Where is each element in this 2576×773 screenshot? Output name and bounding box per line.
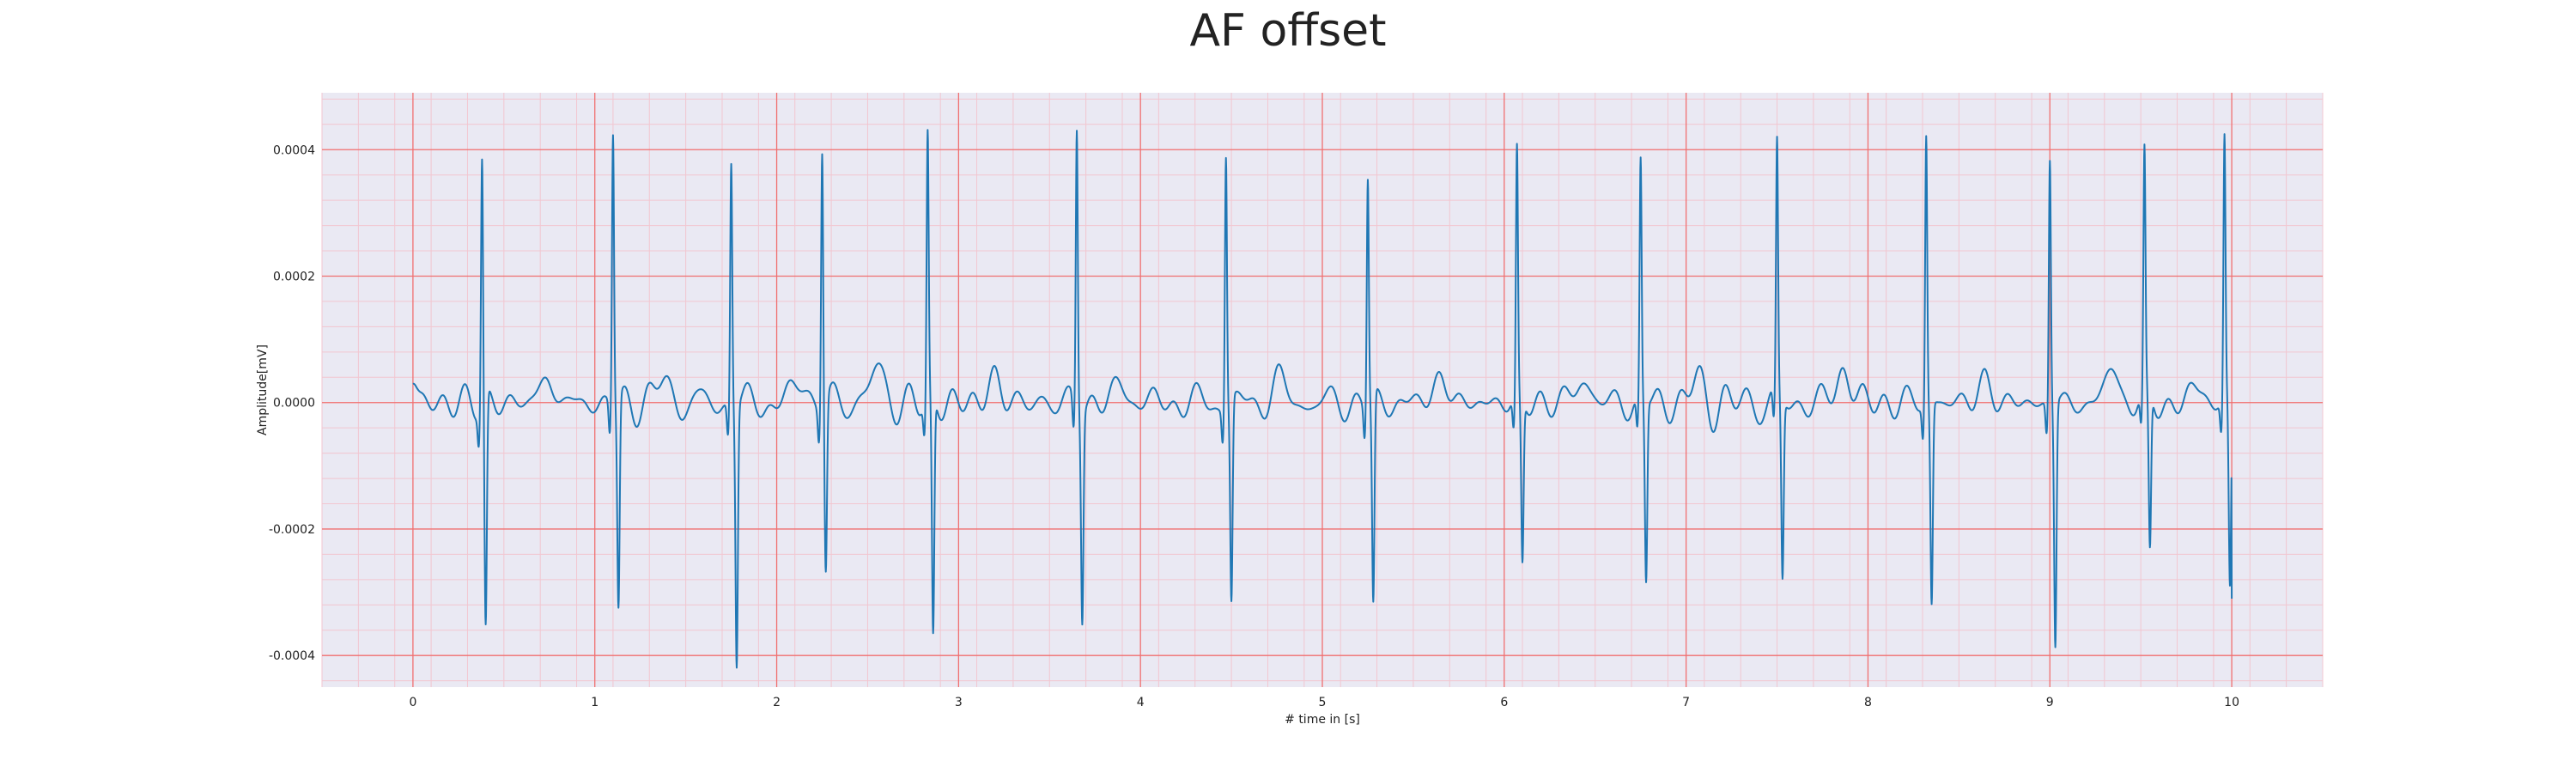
y-tick-label: -0.0002	[269, 523, 315, 537]
x-tick-label: 6	[1500, 696, 1508, 709]
x-tick-label: 8	[1864, 696, 1872, 709]
chart-title: AF offset	[1189, 5, 1387, 57]
y-tick-label: 0.0000	[273, 397, 315, 411]
x-tick-label: 10	[2224, 696, 2239, 709]
x-tick-label: 0	[409, 696, 416, 709]
x-tick-label: 3	[955, 696, 963, 709]
x-tick-label: 7	[1682, 696, 1690, 709]
x-axis-label: # time in [s]	[1285, 713, 1360, 727]
ecg-series-line	[412, 129, 2233, 669]
y-tick-label: 0.0004	[273, 143, 315, 157]
x-tick-label: 4	[1137, 696, 1145, 709]
x-tick-label: 5	[1319, 696, 1327, 709]
y-axis-label: Amplitude[mV]	[256, 344, 270, 435]
y-tick-label: 0.0002	[273, 270, 315, 283]
y-tick-label: -0.0004	[269, 649, 315, 663]
x-tick-label: 2	[773, 696, 781, 709]
x-tick-label: 9	[2046, 696, 2054, 709]
x-tick-label: 1	[591, 696, 598, 709]
